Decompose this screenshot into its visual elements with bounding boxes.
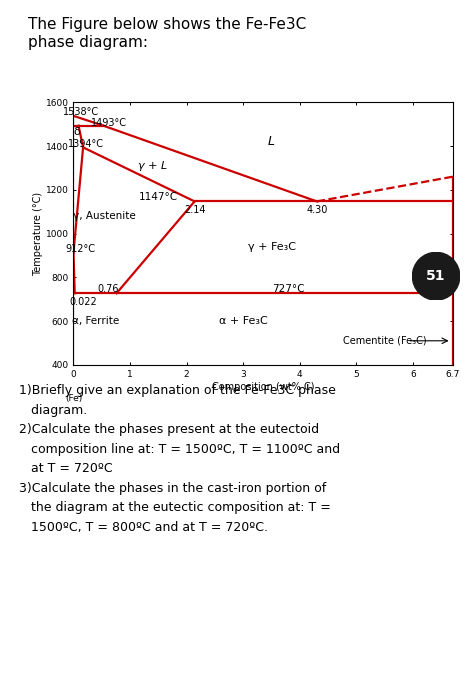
Text: 912°C: 912°C [66,244,96,254]
Text: Cementite (Fe₃C): Cementite (Fe₃C) [343,336,427,346]
Text: L: L [268,135,275,148]
Text: 4.30: 4.30 [306,205,328,215]
Text: α, Ferrite: α, Ferrite [73,316,120,326]
Text: γ, Austenite: γ, Austenite [73,211,136,221]
Text: γ + Fe₃C: γ + Fe₃C [247,241,296,252]
X-axis label: Composition (wt% C): Composition (wt% C) [212,381,314,391]
Text: 1493°C: 1493°C [91,118,127,128]
Text: 1394°C: 1394°C [68,139,104,149]
Text: 1538°C: 1538°C [63,107,99,117]
Text: γ + L: γ + L [138,161,167,170]
Text: 0.022: 0.022 [70,297,98,307]
Text: 727°C: 727°C [272,284,305,295]
Text: 2.14: 2.14 [184,205,205,215]
Ellipse shape [412,252,460,300]
Y-axis label: Temperature (°C): Temperature (°C) [33,192,43,276]
Text: δ: δ [73,127,80,137]
Text: The Figure below shows the Fe-Fe3C
phase diagram:: The Figure below shows the Fe-Fe3C phase… [27,17,306,50]
Text: (Fe): (Fe) [65,394,82,403]
Text: α + Fe₃C: α + Fe₃C [219,316,268,326]
Text: 1)Briefly give an explanation of the Fe-Fe3C phase
   diagram.
2)Calculate the p: 1)Briefly give an explanation of the Fe-… [19,384,340,533]
Text: 0.76: 0.76 [98,284,119,295]
Text: 1147°C: 1147°C [139,192,178,202]
Text: 51: 51 [426,269,446,283]
